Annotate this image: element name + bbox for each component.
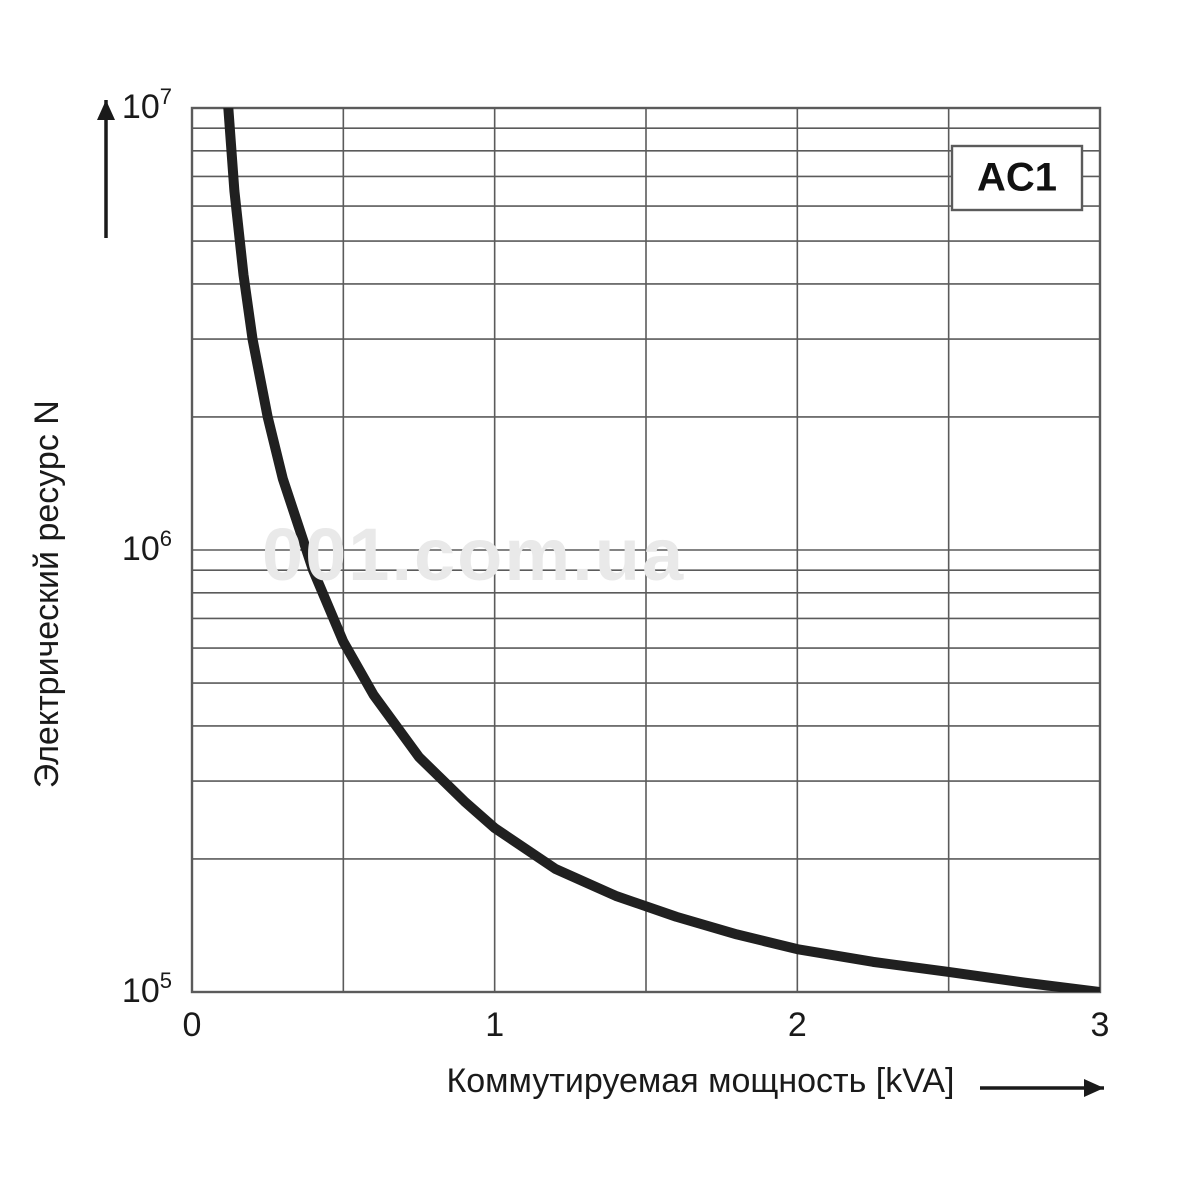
y-axis-label: Электрический ресурс N xyxy=(28,400,66,788)
x-tick-label: 3 xyxy=(1091,1006,1110,1044)
x-tick-label: 2 xyxy=(788,1006,807,1044)
x-tick-label: 0 xyxy=(183,1006,202,1044)
chart-container: AC10123105106107Коммутируемая мощность [… xyxy=(0,0,1200,1188)
x-tick-label: 1 xyxy=(485,1006,504,1044)
x-axis-label: Коммутируемая мощность [kVA] xyxy=(446,1062,954,1100)
chart-svg: AC10123105106107Коммутируемая мощность [… xyxy=(0,0,1200,1188)
series-label: AC1 xyxy=(977,156,1057,200)
